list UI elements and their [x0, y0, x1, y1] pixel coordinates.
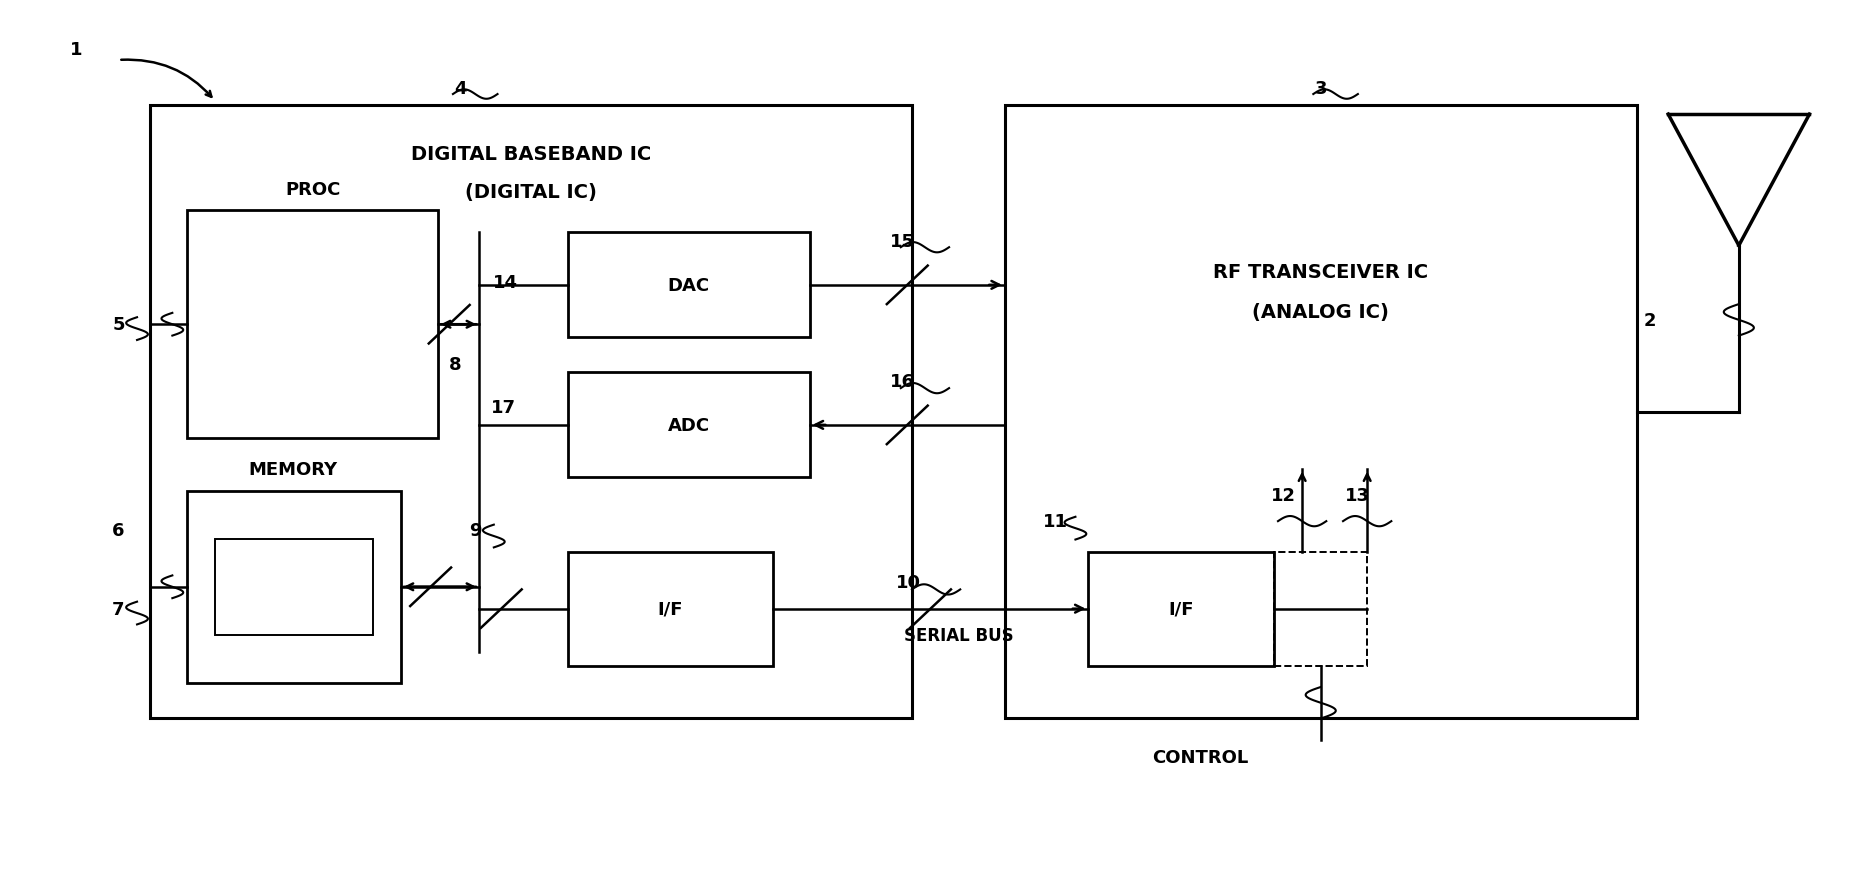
Text: 5: 5 — [112, 316, 125, 334]
Text: 9: 9 — [469, 521, 482, 539]
Text: 10: 10 — [895, 574, 921, 592]
Text: 2: 2 — [1643, 311, 1656, 330]
Text: 12: 12 — [1271, 487, 1295, 504]
Text: SERIAL BUS: SERIAL BUS — [904, 626, 1012, 645]
Text: 6: 6 — [112, 521, 125, 539]
Text: 14: 14 — [493, 274, 517, 292]
Text: DIGITAL BASEBAND IC: DIGITAL BASEBAND IC — [411, 145, 651, 164]
Text: 17: 17 — [491, 399, 515, 417]
Text: 4: 4 — [454, 80, 467, 98]
Text: DAC: DAC — [668, 276, 711, 295]
Text: RF TRANSCEIVER IC: RF TRANSCEIVER IC — [1213, 263, 1427, 282]
Text: 1: 1 — [69, 40, 82, 59]
Text: 7: 7 — [112, 600, 125, 618]
Text: 13: 13 — [1346, 487, 1370, 504]
Text: 15: 15 — [890, 232, 916, 251]
Text: 16: 16 — [890, 373, 916, 390]
Text: MEMORY: MEMORY — [249, 460, 337, 478]
Text: (ANALOG IC): (ANALOG IC) — [1252, 303, 1388, 321]
Text: 3: 3 — [1314, 80, 1327, 98]
Text: 8: 8 — [449, 355, 462, 374]
Text: ADC: ADC — [668, 417, 711, 434]
Text: I/F: I/F — [657, 600, 683, 618]
Text: 11: 11 — [1042, 512, 1068, 531]
Text: PROC: PROC — [285, 181, 341, 198]
Text: I/F: I/F — [1169, 600, 1195, 618]
Text: (DIGITAL IC): (DIGITAL IC) — [465, 182, 597, 202]
Text: CONTROL: CONTROL — [1152, 749, 1249, 766]
